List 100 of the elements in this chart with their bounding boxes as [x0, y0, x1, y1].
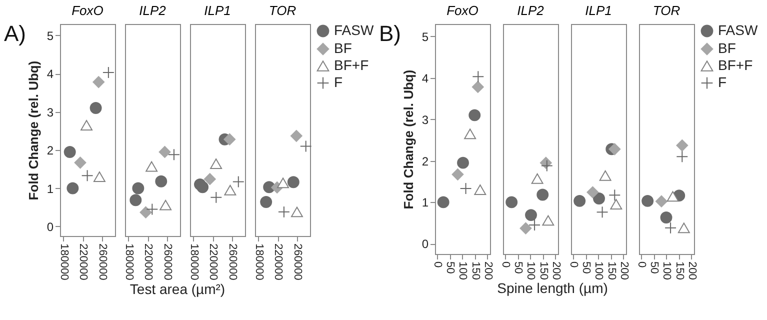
- point: [610, 199, 622, 210]
- point: [676, 150, 688, 163]
- legend-label: BF: [718, 40, 736, 56]
- point: [290, 130, 302, 142]
- point: [277, 178, 290, 188]
- point: [536, 188, 549, 201]
- point: [66, 182, 79, 194]
- y-tick-label: 5: [422, 30, 429, 44]
- x-tick-label: 50: [580, 262, 592, 274]
- point: [158, 146, 171, 158]
- point: [574, 194, 586, 207]
- point: [542, 215, 554, 226]
- x-tick-label: 100: [524, 262, 537, 280]
- point: [460, 182, 472, 194]
- y-tick-label: 2: [46, 144, 54, 158]
- y-tick-label: 3: [422, 112, 429, 127]
- chart-title: TOR: [268, 3, 296, 18]
- point: [232, 176, 244, 188]
- point: [452, 168, 464, 180]
- point: [210, 191, 222, 204]
- text: B): [379, 21, 401, 46]
- x-axis-title: Spine length (µm): [497, 280, 608, 296]
- x-tick-label: 220000: [77, 244, 90, 280]
- point: [472, 70, 484, 83]
- point: [642, 194, 654, 207]
- point: [160, 200, 172, 210]
- x-tick-label: 100: [592, 262, 605, 280]
- x-tick-label: 180000: [252, 244, 265, 280]
- point: [666, 191, 679, 202]
- chart-title: ILP2: [139, 3, 167, 18]
- chart-title: ILP1: [204, 3, 231, 18]
- x-tick-label: 260000: [96, 244, 108, 280]
- point: [130, 194, 142, 206]
- point: [81, 170, 94, 182]
- point: [596, 206, 608, 218]
- y-tick-label: 3: [46, 105, 54, 120]
- point: [224, 184, 236, 196]
- chart-title: FoxO: [446, 3, 478, 18]
- point: [155, 175, 168, 188]
- legend-label: F: [718, 74, 727, 90]
- y-tick-label: 5: [46, 28, 54, 43]
- x-tick-label: 0: [432, 262, 444, 268]
- x-tick-label: 50: [512, 262, 524, 274]
- point: [676, 139, 688, 152]
- x-tick-label: 0: [636, 262, 648, 268]
- y-tick-label: 4: [422, 71, 429, 86]
- point: [506, 196, 518, 208]
- point: [132, 182, 144, 194]
- point: [599, 170, 612, 181]
- point: [102, 66, 114, 78]
- x-tick-label: 0: [568, 262, 580, 268]
- point: [655, 195, 668, 208]
- point: [80, 120, 93, 130]
- y-tick-label: 2: [422, 154, 429, 168]
- point: [437, 196, 450, 208]
- x-tick-label: 150: [469, 262, 482, 280]
- x-tick-label: 180000: [188, 244, 200, 280]
- chart-title: ILP1: [585, 3, 612, 18]
- y-tick-label: 1: [422, 196, 429, 210]
- point: [457, 156, 469, 169]
- x-tick-label: 100: [660, 262, 673, 280]
- x-tick-label: 200: [618, 262, 630, 280]
- x-tick-label: 150: [673, 262, 686, 280]
- point: [474, 184, 486, 196]
- point: [92, 76, 105, 88]
- chart-title: TOR: [652, 3, 680, 18]
- x-axis-title: Test area (µm²): [130, 281, 226, 297]
- point: [210, 158, 222, 170]
- x-tick-label: 50: [648, 262, 660, 274]
- x-tick-label: 220000: [272, 244, 284, 280]
- legend-label: BF+F: [718, 57, 753, 73]
- point: [528, 219, 541, 231]
- y-axis-title: Fold Change (rel. Ubq): [400, 70, 416, 210]
- point: [472, 81, 484, 93]
- point: [196, 181, 209, 194]
- x-tick-label: 100: [456, 262, 469, 280]
- point: [168, 148, 180, 161]
- legend-label: F: [334, 74, 343, 90]
- x-tick-label: 260000: [161, 244, 174, 280]
- text: A): [4, 21, 26, 46]
- x-tick-label: 200: [482, 262, 494, 280]
- point: [464, 128, 476, 140]
- chart-title: FoxO: [72, 3, 104, 18]
- legend-label: BF+F: [334, 57, 369, 73]
- legend-label: BF: [334, 40, 352, 56]
- x-tick-label: 260000: [291, 244, 304, 280]
- point: [664, 222, 677, 234]
- point: [300, 140, 312, 152]
- y-tick-label: 4: [46, 67, 54, 82]
- point: [74, 156, 86, 169]
- point: [290, 206, 303, 218]
- x-tick-label: 150: [537, 262, 550, 280]
- point: [64, 146, 76, 158]
- x-tick-label: 180000: [122, 244, 135, 280]
- point: [204, 173, 216, 186]
- y-tick-label: 1: [46, 182, 54, 196]
- point: [608, 189, 621, 202]
- point: [520, 222, 532, 234]
- point: [93, 172, 106, 182]
- point: [140, 206, 152, 218]
